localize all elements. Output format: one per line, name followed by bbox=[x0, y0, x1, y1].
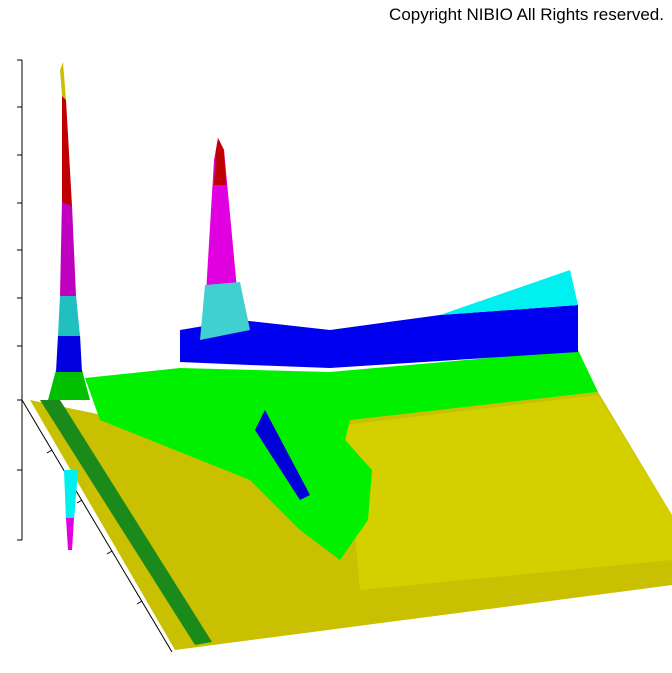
peak-left-green bbox=[48, 370, 90, 400]
peak-middle-red bbox=[214, 138, 226, 185]
axis-tick bbox=[106, 550, 113, 555]
peak-left-tip bbox=[60, 62, 66, 100]
axis-tick bbox=[21, 399, 173, 653]
surface-blue-ridge bbox=[255, 410, 310, 500]
peak-left-below bbox=[64, 470, 78, 520]
shape bbox=[17, 59, 143, 605]
peak-middle bbox=[205, 138, 238, 310]
surface-floor-light bbox=[345, 395, 672, 590]
copyright: Copyright NIBIO All Rights reserved. bbox=[389, 5, 664, 24]
peak-left-below-magenta bbox=[66, 518, 74, 550]
axis-tick bbox=[136, 600, 143, 605]
surface-green bbox=[85, 350, 598, 560]
peak-left-cyan bbox=[58, 295, 80, 336]
surface-stripe bbox=[40, 400, 212, 645]
axis-tick bbox=[76, 499, 83, 504]
axes bbox=[17, 59, 173, 653]
axis-tick bbox=[46, 449, 53, 454]
surface-cyan bbox=[440, 270, 578, 315]
peak-left-red bbox=[62, 95, 72, 206]
peak-left-magenta bbox=[60, 200, 76, 296]
peak-left-blue bbox=[56, 335, 82, 372]
surface-blue bbox=[180, 305, 578, 368]
peak-middle-cyan bbox=[200, 282, 250, 340]
